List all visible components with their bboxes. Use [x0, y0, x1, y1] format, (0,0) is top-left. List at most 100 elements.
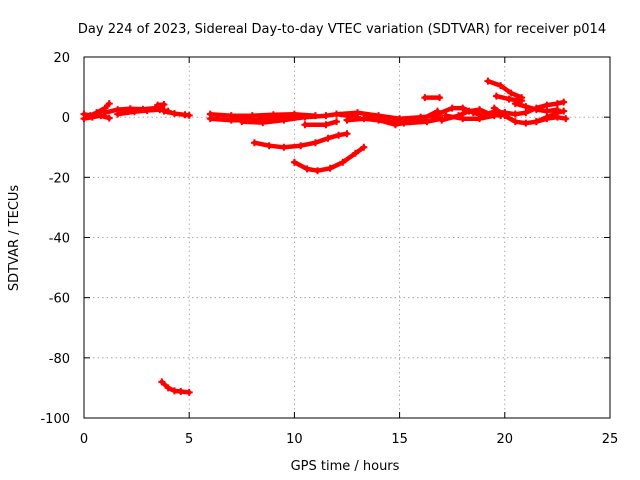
- sdtvar-point: [335, 131, 343, 139]
- sdtvar-point: [553, 113, 561, 121]
- sdtvar-point: [324, 134, 332, 142]
- x-tick-label: 0: [80, 432, 88, 447]
- sdtvar-track: [81, 113, 112, 121]
- sdtvar-point: [303, 165, 311, 173]
- sdtvar-point: [130, 108, 138, 116]
- sdtvar-point: [490, 104, 498, 112]
- sdtvar-point: [476, 106, 484, 114]
- y-tick-label: -100: [40, 412, 70, 427]
- sdtvar-point: [385, 118, 393, 126]
- sdtvar-point: [170, 110, 178, 118]
- sdtvar-track: [292, 145, 367, 173]
- sdtvar-point: [360, 143, 368, 151]
- sdtvar-point: [543, 101, 551, 109]
- x-tick-label: 25: [602, 432, 619, 447]
- sdtvar-track: [485, 78, 524, 100]
- sdtvar-point: [417, 113, 425, 121]
- sdtvar-point: [290, 158, 298, 166]
- sdtvar-track: [534, 114, 569, 124]
- sdtvar-point: [505, 95, 513, 103]
- sdtvar-point: [322, 121, 330, 129]
- sdtvar-point: [522, 119, 530, 127]
- sdtvar-point: [301, 121, 309, 129]
- sdtvar-point: [114, 110, 122, 118]
- sdtvar-point: [522, 109, 530, 117]
- sdtvar-point: [511, 110, 519, 118]
- sdtvar-track: [302, 119, 339, 127]
- y-tick-label: -80: [49, 352, 70, 367]
- sdtvar-point: [501, 112, 509, 120]
- sdtvar-point: [343, 116, 351, 124]
- sdtvar-point: [543, 115, 551, 123]
- sdtvar-point: [206, 110, 214, 118]
- grid-layer: [84, 57, 610, 418]
- sdtvar-point: [160, 107, 168, 115]
- sdtvar-point: [160, 101, 168, 109]
- sdtvar-point: [343, 130, 351, 138]
- sdtvar-point: [543, 107, 551, 115]
- sdtvar-point: [280, 116, 288, 124]
- sdtvar-point: [448, 104, 456, 112]
- sdtvar-point: [553, 100, 561, 108]
- sdtvar-point: [143, 107, 151, 115]
- sdtvar-point: [339, 158, 347, 166]
- sdtvar-point: [158, 378, 166, 386]
- sdtvar-point: [170, 387, 178, 395]
- sdtvar-point: [177, 388, 185, 396]
- sdtvar-point: [553, 106, 561, 114]
- sdtvar-point: [476, 115, 484, 123]
- sdtvar-point: [562, 115, 570, 123]
- sdtvar-point: [436, 94, 444, 102]
- y-tick-label: -40: [49, 232, 70, 247]
- x-tick-label: 20: [497, 432, 514, 447]
- chart-title: Day 224 of 2023, Sidereal Day-to-day VTE…: [78, 22, 606, 37]
- sdtvar-point: [459, 115, 467, 123]
- sdtvar-point: [522, 103, 530, 111]
- sdtvar-point: [105, 100, 113, 108]
- sdtvar-point: [269, 111, 277, 119]
- x-tick-label: 15: [391, 432, 408, 447]
- sdtvar-point: [248, 112, 256, 120]
- sdtvar-point: [532, 106, 540, 114]
- x-axis-label: GPS time / hours: [291, 459, 400, 474]
- sdtvar-point: [332, 118, 340, 126]
- sdtvar-point: [164, 384, 172, 392]
- y-tick-label: -60: [49, 292, 70, 307]
- sdtvar-point: [280, 143, 288, 151]
- sdtvar-point: [185, 111, 193, 119]
- sdtvar-point: [400, 119, 408, 127]
- sdtvar-point: [301, 113, 309, 121]
- sdtvar-point: [560, 107, 568, 115]
- sdtvar-point: [465, 107, 473, 115]
- sdtvar-point: [297, 142, 305, 150]
- tick-layer: 0 5 10 15 20 25 20 0 -20 -40 -60 -80 -100: [40, 51, 618, 447]
- sdtvar-point: [354, 109, 362, 117]
- sdtvar-point: [227, 112, 235, 120]
- sdtvar-point: [497, 82, 505, 90]
- sdtvar-point: [532, 118, 540, 126]
- sdtvar-point: [433, 110, 441, 118]
- sdtvar-point: [423, 118, 431, 126]
- sdtvar-point: [105, 114, 113, 122]
- sdtvar-point: [332, 110, 340, 118]
- data-layer: [80, 77, 570, 396]
- y-axis-label: SDTVAR / TECUs: [7, 185, 22, 292]
- y-tick-label: 20: [53, 51, 70, 66]
- sdtvar-point: [518, 97, 526, 105]
- sdtvar-point: [560, 98, 568, 106]
- sdtvar-point: [97, 112, 105, 120]
- sdtvar-point: [154, 101, 162, 109]
- sdtvar-point: [185, 388, 193, 396]
- x-tick-label: 10: [286, 432, 303, 447]
- sdtvar-point: [351, 149, 359, 157]
- sdtvar-track: [207, 111, 318, 118]
- sdtvar-point: [250, 139, 258, 147]
- sdtvar-point: [459, 104, 467, 112]
- sdtvar-point: [265, 142, 273, 150]
- sdtvar-point: [511, 118, 519, 126]
- sdtvar-point: [492, 92, 500, 100]
- sdtvar-point: [364, 113, 372, 121]
- sdtvar-point: [322, 112, 330, 120]
- sdtvar-point: [238, 118, 246, 126]
